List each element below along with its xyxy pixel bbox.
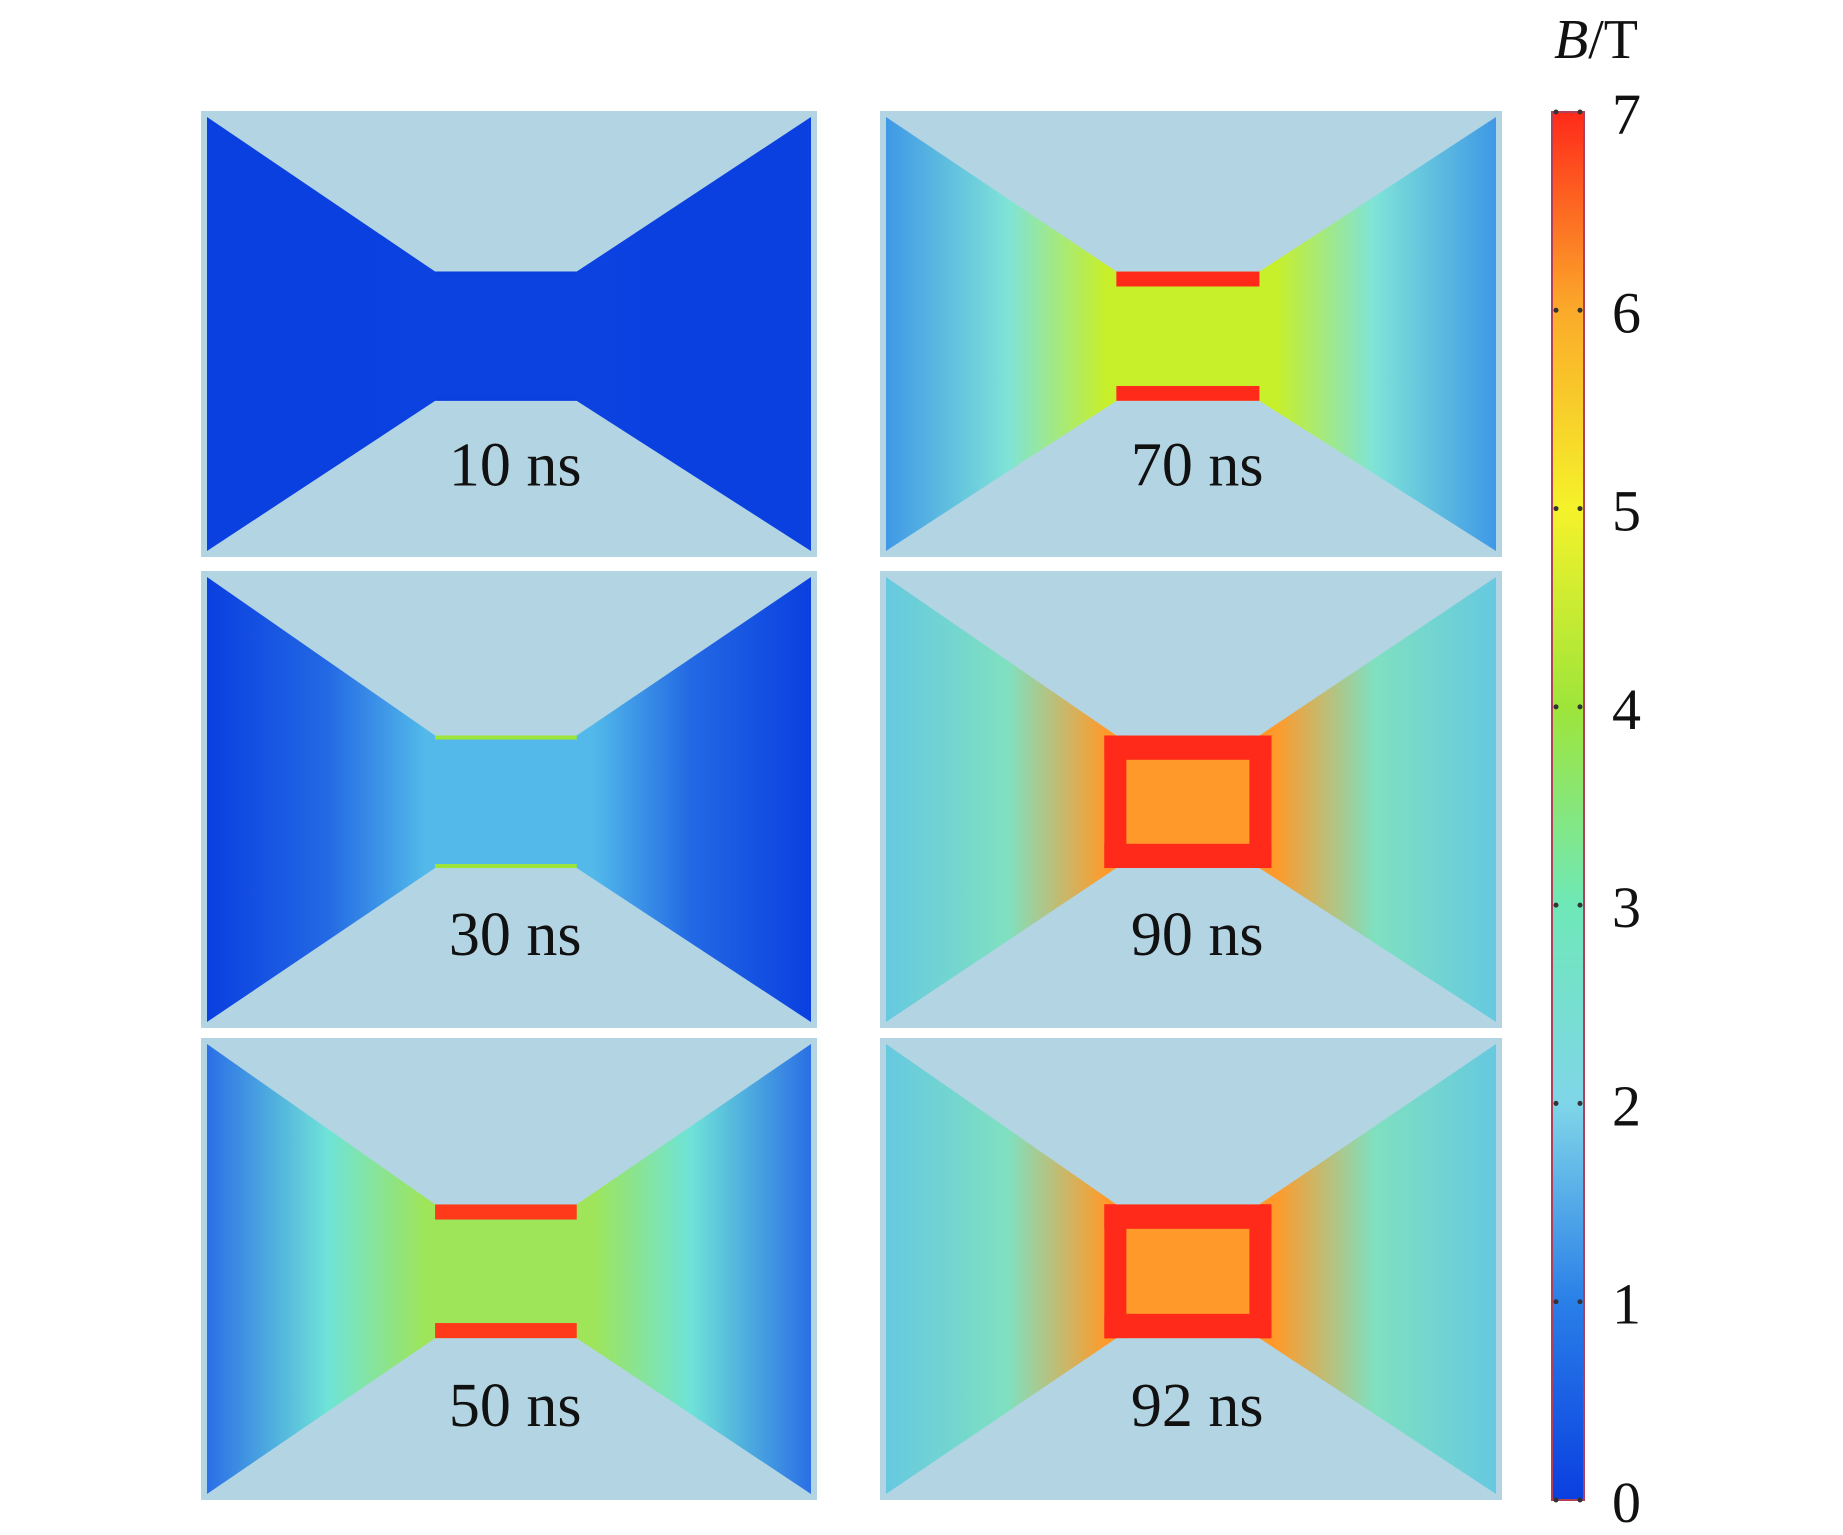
panel-92ns: 92 ns: [880, 1038, 1502, 1500]
lower-electrode: [886, 400, 1496, 551]
panels: 10 ns 70 ns 30 ns 90 ns 50 ns 92 ns: [201, 111, 1502, 1500]
colorbar-symbol: B: [1554, 9, 1588, 71]
time-label: 90 ns: [1131, 901, 1264, 969]
time-label: 70 ns: [1131, 432, 1264, 500]
high-field-rim: [1104, 735, 1127, 869]
high-field-rim: [435, 1323, 577, 1339]
colorbar-tick-label: 7: [1612, 82, 1641, 147]
upper-electrode: [886, 1044, 1496, 1205]
high-field-rim: [1104, 1204, 1127, 1339]
colorbar-tick-mark: [1577, 902, 1583, 908]
electrode-rim: [435, 396, 577, 401]
colorbar-title: B/T: [1554, 9, 1638, 71]
colorbar-tick-mark: [1553, 1497, 1559, 1503]
colorbar-tick-label: 4: [1612, 677, 1641, 742]
high-field-rim: [1104, 843, 1272, 869]
colorbar-tick-label: 3: [1612, 875, 1641, 940]
upper-electrode: [886, 577, 1496, 736]
time-label: 10 ns: [449, 432, 582, 500]
colorbar-tick-mark: [1553, 307, 1559, 313]
colorbar-tick-mark: [1553, 1100, 1559, 1106]
electrode-rim: [435, 271, 577, 276]
lower-electrode: [207, 1338, 811, 1494]
panel-70ns: 70 ns: [880, 111, 1502, 557]
colorbar-tick-mark: [1577, 307, 1583, 313]
colorbar-tick-mark: [1577, 704, 1583, 710]
upper-electrode: [207, 1044, 811, 1205]
time-label: 30 ns: [449, 901, 582, 969]
colorbar: B/T 0 1 2 3 4 5 6 7: [1551, 9, 1641, 1535]
colorbar-gradient: [1551, 111, 1585, 1501]
high-field-rim: [1104, 1204, 1272, 1229]
lower-electrode: [207, 400, 811, 551]
high-field-rim: [1249, 735, 1272, 869]
high-field-rim: [1104, 735, 1272, 760]
colorbar-tick-label: 2: [1612, 1073, 1641, 1138]
colorbar-tick-mark: [1577, 1497, 1583, 1503]
colorbar-ticks: 0 1 2 3 4 5 6 7: [1553, 82, 1641, 1535]
colorbar-tick-mark: [1577, 109, 1583, 115]
colorbar-tick-label: 6: [1612, 280, 1641, 345]
high-field-rim: [1249, 1204, 1272, 1339]
colorbar-unit: /T: [1588, 9, 1638, 71]
upper-electrode: [886, 117, 1496, 272]
colorbar-tick-mark: [1577, 1100, 1583, 1106]
lower-electrode: [886, 868, 1496, 1022]
panel-90ns: 90 ns: [880, 571, 1502, 1028]
colorbar-tick-mark: [1577, 506, 1583, 512]
upper-electrode: [207, 117, 811, 272]
colorbar-tick-mark: [1553, 1299, 1559, 1305]
colorbar-tick-mark: [1553, 704, 1559, 710]
upper-electrode: [207, 577, 811, 736]
colorbar-tick-mark: [1553, 506, 1559, 512]
lower-electrode: [886, 1338, 1496, 1494]
panel-10ns: 10 ns: [201, 111, 817, 557]
colorbar-tick-mark: [1553, 109, 1559, 115]
high-field-rim: [1116, 271, 1260, 287]
colorbar-tick-label: 5: [1612, 479, 1641, 544]
high-field-rim: [1104, 1313, 1272, 1339]
electrode-rim: [435, 864, 577, 869]
panel-50ns: 50 ns: [201, 1038, 817, 1500]
time-label: 50 ns: [449, 1372, 582, 1440]
high-field-rim: [1116, 385, 1260, 401]
electrode-rim: [435, 735, 577, 740]
colorbar-tick-label: 0: [1612, 1470, 1641, 1535]
colorbar-tick-label: 1: [1612, 1272, 1641, 1337]
panel-30ns: 30 ns: [201, 571, 817, 1028]
colorbar-tick-mark: [1577, 1299, 1583, 1305]
time-label: 92 ns: [1131, 1372, 1264, 1440]
colorbar-tick-mark: [1553, 902, 1559, 908]
lower-electrode: [207, 868, 811, 1022]
high-field-rim: [435, 1204, 577, 1220]
